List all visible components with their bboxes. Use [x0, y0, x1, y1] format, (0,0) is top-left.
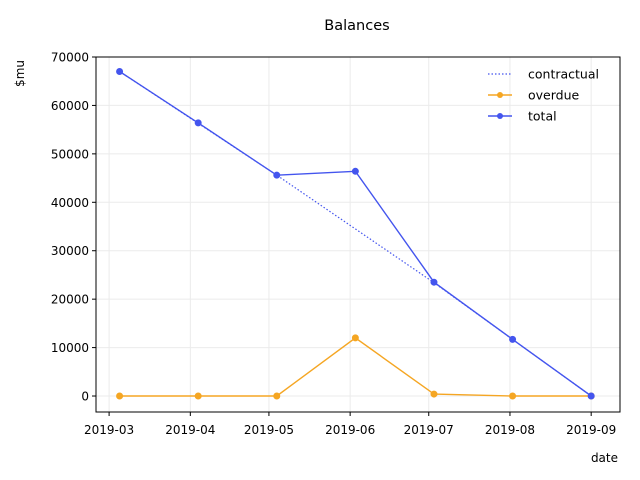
overdue-point: [194, 392, 202, 400]
overdue-point: [116, 392, 124, 400]
y-tick-label: 10000: [51, 341, 89, 355]
x-tick-label: 2019-07: [404, 423, 454, 437]
overdue-point: [509, 392, 517, 400]
y-tick-label: 40000: [51, 196, 89, 210]
overdue-point: [430, 390, 438, 398]
x-tick-label: 2019-04: [165, 423, 215, 437]
plot-area: [95, 56, 621, 413]
legend-label: total: [528, 109, 557, 124]
legend-item-overdue: overdue: [488, 88, 580, 103]
legend-label: overdue: [528, 88, 580, 103]
total-point: [509, 335, 517, 343]
y-axis-label: $mu: [13, 60, 27, 87]
y-tick-label: 50000: [51, 147, 89, 161]
legend-item-total: total: [488, 109, 557, 124]
x-tick-label: 2019-05: [244, 423, 294, 437]
x-tick-label: 2019-09: [566, 423, 616, 437]
total-point: [587, 392, 595, 400]
overdue-point: [351, 334, 359, 342]
legend-label: contractual: [528, 67, 599, 82]
y-tick-label: 70000: [51, 51, 89, 65]
series-total: [116, 68, 595, 400]
x-tick-label: 2019-08: [485, 423, 535, 437]
total-point: [430, 278, 438, 286]
total-point: [273, 171, 281, 179]
series-overdue: [116, 334, 595, 400]
y-axis: 0 10000 20000 30000 40000 50000 60000 70000: [51, 51, 96, 404]
x-tick-label: 2019-03: [84, 423, 134, 437]
legend-item-contractual: contractual: [488, 67, 599, 82]
series-layer: [116, 68, 595, 400]
legend-marker: [497, 113, 503, 119]
x-tick-label: 2019-06: [325, 423, 375, 437]
total-point: [194, 119, 202, 127]
y-tick-label: 30000: [51, 244, 89, 258]
x-axis-label: date: [591, 451, 618, 465]
y-tick-label: 0: [81, 390, 89, 404]
total-point: [116, 68, 124, 76]
chart-title: Balances: [324, 18, 389, 34]
y-tick-label: 20000: [51, 293, 89, 307]
overdue-point: [273, 392, 281, 400]
x-axis: 2019-03 2019-04 2019-05 2019-06 2019-07 2019-…: [84, 412, 616, 437]
y-tick-label: 60000: [51, 99, 89, 113]
total-point: [351, 167, 359, 175]
legend: contractual overdue total: [488, 67, 599, 124]
legend-marker: [497, 92, 503, 98]
